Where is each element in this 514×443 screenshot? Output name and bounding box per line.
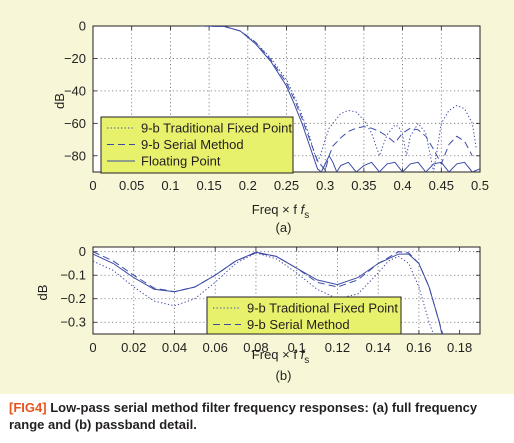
x-tick-label: 0.1	[161, 178, 179, 193]
x-tick-label: 0.05	[119, 178, 144, 193]
x-tick-label: 0.14	[366, 340, 391, 355]
x-tick-label: 0.18	[447, 340, 472, 355]
series-line-dotted	[93, 252, 434, 334]
y-axis-label: dB	[35, 285, 50, 301]
panel-label: (b)	[276, 368, 292, 383]
figure-charts: 0 0.05 0.1 0.15 0.2 0.25 0.3 0.35 0.4 0.45 0.5 0 −20…	[35, 19, 489, 384]
x-tick-label: 0.15	[196, 178, 221, 193]
x-tick-label: 0.06	[203, 340, 228, 355]
y-tick-label: 0	[79, 19, 86, 34]
x-axis-label: Freq × f fs	[252, 347, 309, 366]
panel-label: (a)	[276, 220, 292, 235]
legend-label: 9-b Traditional Fixed Point	[141, 121, 292, 136]
y-tick-label: 0	[79, 244, 86, 259]
x-tick-label: 0.02	[121, 340, 146, 355]
y-tick-label: −0.1	[60, 268, 86, 283]
chart-panel-a: 0 0.05 0.1 0.15 0.2 0.25 0.3 0.35 0.4 0.45 0.5 0 −20…	[52, 19, 489, 236]
x-tick-label: 0.35	[351, 178, 376, 193]
figure-panel: 0 0.05 0.1 0.15 0.2 0.25 0.3 0.35 0.4 0.45 0.5 0 −20…	[0, 0, 514, 394]
y-axis-label: dB	[52, 93, 67, 109]
x-tick-label: 0.2	[239, 178, 257, 193]
y-tick-label: −40	[64, 83, 86, 98]
x-tick-label: 0.04	[162, 340, 187, 355]
chart-panel-b: 0 0.02 0.04 0.06 0.08 0.1 0.12 0.14 0.16 0.180−0.…	[35, 244, 481, 383]
legend-label: 9-b Serial Method	[141, 137, 244, 152]
x-tick-label: 0.5	[471, 178, 489, 193]
x-tick-label: 0	[89, 178, 96, 193]
x-tick-label: 0.16	[406, 340, 431, 355]
x-tick-label: 0.25	[274, 178, 299, 193]
y-tick-label: −0.2	[60, 291, 86, 306]
x-tick-label: 0.12	[325, 340, 350, 355]
caption-tag: [FIG4]	[9, 400, 47, 415]
y-tick-label: −20	[64, 51, 86, 66]
caption-text: Low-pass serial method filter frequency …	[9, 400, 478, 432]
x-tick-label: 0.08	[243, 340, 268, 355]
y-tick-label: −60	[64, 116, 86, 131]
x-tick-label: 0	[89, 340, 96, 355]
y-tick-label: −0.3	[60, 315, 86, 330]
series-line-solid	[93, 251, 443, 334]
x-tick-label: 0.3	[316, 178, 334, 193]
x-tick-label: 0.4	[394, 178, 412, 193]
x-tick-label: 0.45	[429, 178, 454, 193]
legend-label: 9-b Traditional Fixed Point	[247, 301, 398, 316]
y-tick-label: −80	[64, 148, 86, 163]
figure-caption: [FIG4] Low-pass serial method filter fre…	[9, 399, 509, 433]
legend-label: Floating Point	[141, 154, 221, 169]
legend-label: 9-b Serial Method	[247, 317, 350, 332]
x-tick-label: 0.1	[288, 340, 306, 355]
series-line-solid	[201, 26, 480, 172]
x-axis-label: Freq × f fs	[252, 202, 309, 221]
